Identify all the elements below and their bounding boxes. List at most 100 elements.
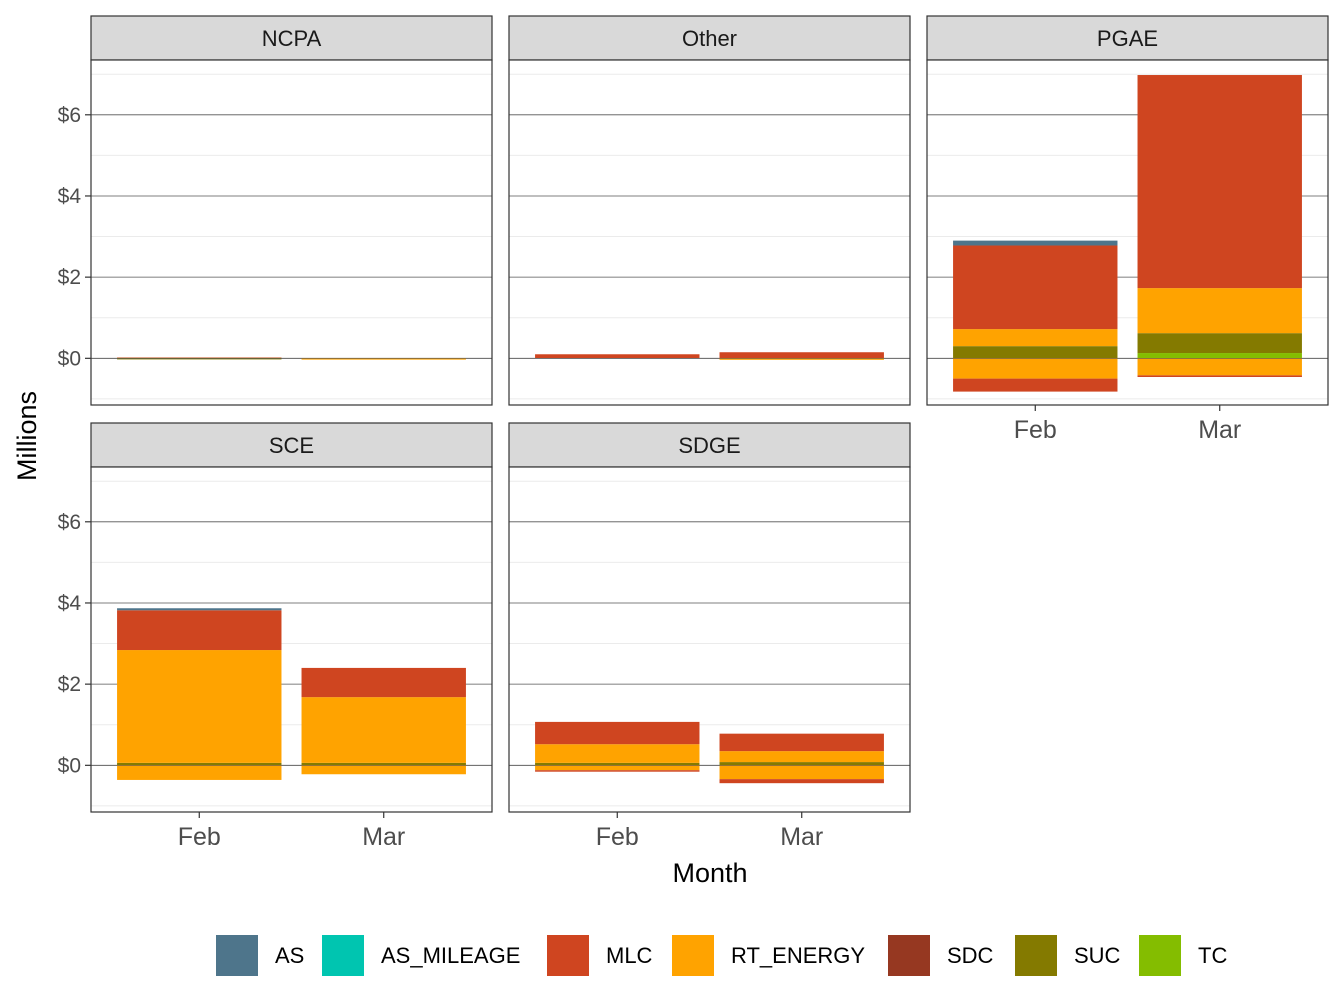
bar-segment-tc <box>1137 353 1302 359</box>
bar-other-mar <box>719 352 884 360</box>
legend-item-mlc: MLC <box>547 935 653 976</box>
bar-sdge-feb <box>535 721 700 772</box>
panel-border <box>508 466 911 813</box>
bar-segment-rt-energy <box>117 765 282 780</box>
legend-label: RT_ENERGY <box>731 943 865 968</box>
y-tick-label: $6 <box>58 104 81 127</box>
facet-strip-label: NCPA <box>262 26 322 51</box>
bar-sdge-mar <box>719 733 884 784</box>
bar-segment-as <box>953 240 1118 246</box>
bar-segment-mlc <box>1137 75 1302 289</box>
y-tick-label: $6 <box>58 511 81 534</box>
bar-segment-rt-energy <box>301 358 466 360</box>
legend-key <box>216 935 258 976</box>
legend-item-tc: TC <box>1139 935 1227 976</box>
legend-key <box>888 935 930 976</box>
x-tick-label: Mar <box>362 823 405 851</box>
legend: AS AS_MILEAGE MLC RT_ENERGY SDC SUC TC <box>216 935 1227 976</box>
bar-segment-rt-energy <box>1137 288 1302 334</box>
legend-label: TC <box>1198 943 1227 968</box>
facet-strip-label: SCE <box>269 433 314 458</box>
panel-border <box>508 59 911 406</box>
y-tick-label: $4 <box>58 592 82 615</box>
legend-label: AS_MILEAGE <box>381 943 520 968</box>
legend-label: MLC <box>606 943 653 968</box>
bar-segment-suc <box>117 357 282 360</box>
panel-border <box>90 466 493 813</box>
bar-segment-rt-energy <box>1137 358 1302 376</box>
bar-segment-rt-energy <box>535 765 700 771</box>
legend-item-suc: SUC <box>1015 935 1121 976</box>
y-tick-label: $2 <box>58 266 81 289</box>
bar-segment-mlc <box>1137 375 1302 377</box>
panel-border <box>90 59 493 406</box>
bar-segment-suc <box>1137 333 1302 354</box>
bar-segment-mlc <box>535 770 700 772</box>
legend-item-as-mileage: AS_MILEAGE <box>322 935 520 976</box>
facet-panel-pgae: PGAE Feb Mar <box>926 15 1329 444</box>
panel-background <box>509 60 910 405</box>
bar-segment-mlc <box>719 779 884 784</box>
bar-segment-rt-energy <box>953 358 1118 379</box>
panel-border <box>926 59 1329 406</box>
x-tick-label: Feb <box>596 823 639 851</box>
facet-strip <box>508 422 911 468</box>
legend-key <box>1139 935 1181 976</box>
x-tick-label: Mar <box>1198 416 1241 444</box>
bar-segment-suc <box>719 762 884 766</box>
bar-segment-mlc <box>953 378 1118 392</box>
bar-segment-mlc <box>719 733 884 752</box>
bar-segment-mlc <box>535 721 700 745</box>
legend-label: AS <box>275 943 304 968</box>
facet-panel-ncpa: NCPA $0 $2 $4 $6 <box>58 15 493 406</box>
y-tick-label: $2 <box>58 673 81 696</box>
facet-strip <box>90 422 493 468</box>
bar-segment-mlc <box>117 610 282 651</box>
facet-panel-sdge: SDGE Feb Mar <box>508 422 911 851</box>
bar-segment-rt-energy <box>719 765 884 780</box>
legend-key <box>547 935 589 976</box>
y-axis-title: Millions <box>12 391 42 481</box>
bar-segment-rt-energy <box>719 358 884 360</box>
bar-segment-mlc <box>719 352 884 359</box>
bar-segment-rt-energy <box>953 329 1118 347</box>
facet-strip-label: Other <box>682 26 737 51</box>
legend-key <box>1015 935 1057 976</box>
legend-key <box>322 935 364 976</box>
bar-segment-suc <box>535 762 700 766</box>
bar-segment-rt-energy <box>535 744 700 763</box>
y-tick-label: $0 <box>58 754 81 777</box>
facet-strip-label: SDGE <box>678 433 740 458</box>
bar-segment-rt-energy <box>719 751 884 763</box>
legend-label: SDC <box>947 943 994 968</box>
x-tick-label: Feb <box>178 823 221 851</box>
bar-other-feb <box>535 354 700 359</box>
facet-panel-sce: SCE $0 $2 $4 $6 Feb Mar <box>58 422 493 851</box>
bar-segment-rt-energy <box>301 697 466 763</box>
bar-sce-feb <box>117 608 282 780</box>
facet-panels: NCPA $0 $2 $4 $6 Other PGAE Feb Mar SCE $0 $2 $4 $6 Fe… <box>58 15 1329 851</box>
bar-pgae-feb <box>953 240 1118 392</box>
legend-key <box>672 935 714 976</box>
x-axis-title: Month <box>672 858 747 888</box>
facet-strip-label: PGAE <box>1097 26 1158 51</box>
bar-segment-rt-energy <box>117 650 282 763</box>
bar-segment-mlc <box>301 667 466 698</box>
facet-panel-other: Other <box>508 15 911 406</box>
bar-segment-mlc <box>535 354 700 359</box>
facet-strip <box>508 15 911 61</box>
bar-ncpa-mar <box>301 358 466 360</box>
bar-pgae-mar <box>1137 75 1302 377</box>
facet-strip <box>90 15 493 61</box>
bar-segment-suc <box>117 762 282 766</box>
bar-segment-mlc <box>953 245 1118 330</box>
bar-segment-suc <box>953 346 1118 359</box>
legend-item-sdc: SDC <box>888 935 994 976</box>
legend-label: SUC <box>1074 943 1121 968</box>
x-tick-label: Feb <box>1014 416 1057 444</box>
x-tick-label: Mar <box>780 823 823 851</box>
panel-background <box>91 60 492 405</box>
y-tick-label: $4 <box>58 185 82 208</box>
bar-segment-rt-energy <box>301 765 466 775</box>
